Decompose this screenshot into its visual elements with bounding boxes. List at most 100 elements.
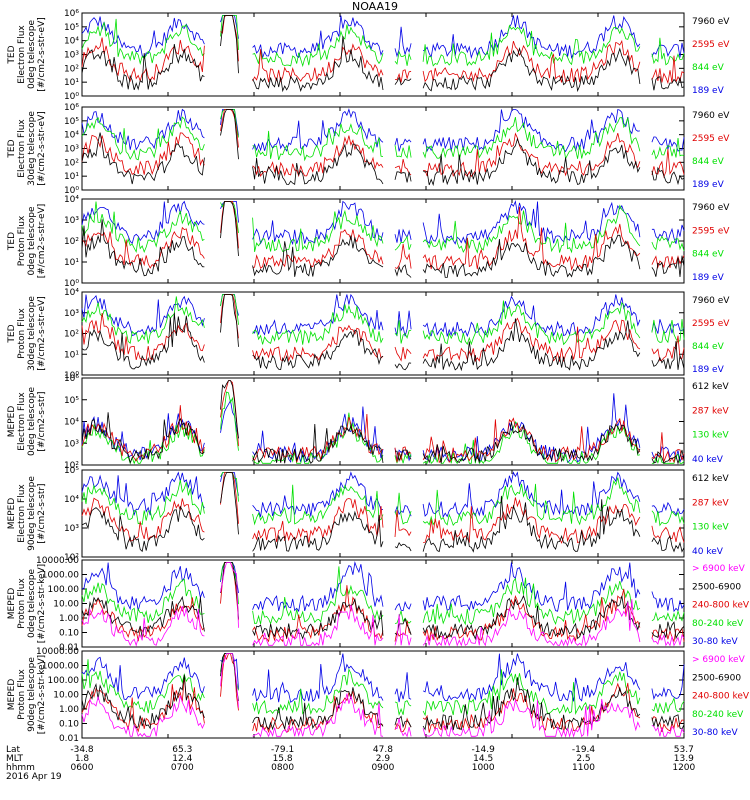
footer-value: -14.9: [472, 745, 496, 755]
y-tick-label: 10¹: [64, 78, 79, 88]
y-tick-label: 10⁴: [64, 37, 79, 47]
panel-frame: [81, 291, 685, 376]
y-axis-label: TED: [7, 324, 17, 343]
y-tick-label: 10⁰: [64, 371, 79, 381]
panel-7: 0.01 0.10 1.00 10.00 100.00 1000.00 10000.00 ME…: [7, 556, 750, 653]
y-axis-label: Electron Flux: [17, 25, 27, 84]
y-tick-label: 0.01: [59, 734, 79, 744]
y-axis-label: MEPED: [7, 406, 17, 438]
series-2-line: [81, 653, 685, 731]
panel-8: 0.01 0.10 1.00 10.00 100.00 1000.00 10000.00 ME…: [7, 647, 750, 744]
series-3-line: [81, 15, 685, 68]
footer-value: 2.5: [576, 754, 590, 764]
y-tick-label: 10000.00: [36, 647, 79, 657]
series-1-line: [81, 109, 685, 187]
y-axis-label: 0deg telescope: [27, 206, 37, 276]
series-3-line: [81, 294, 685, 346]
y-tick-label: 10⁶: [64, 103, 79, 113]
footer-value: 0900: [371, 763, 394, 773]
series-5-line: [81, 653, 685, 703]
y-tick-label: 10000.00: [36, 556, 79, 566]
legend-entry: 30-80 keV: [692, 728, 738, 738]
legend-entry: 189 eV: [692, 365, 725, 375]
legend-entry: 287 keV: [692, 406, 729, 416]
footer-value: 65.3: [172, 745, 192, 755]
y-axis-label: TED: [7, 139, 17, 158]
y-axis-label: 0deg telescope: [27, 20, 37, 90]
legend-entry: 2595 eV: [692, 134, 730, 144]
y-tick-label: 10¹: [64, 258, 79, 268]
y-tick-label: 10²: [64, 461, 79, 471]
legend-entry: 240-800 keV: [692, 601, 750, 611]
series-4-line: [81, 393, 685, 464]
series-3-line: [81, 472, 685, 527]
y-tick-label: 10⁴: [64, 131, 79, 141]
footer-value: -34.8: [70, 745, 94, 755]
legend-entry: 189 eV: [692, 273, 725, 283]
footer-value: -79.1: [271, 745, 294, 755]
legend-entry: 40 keV: [692, 547, 724, 557]
footer: Lat -34.8 65.3 -79.1 47.8 -14.9 -19.4 53.7 MLT 1.…: [6, 745, 696, 782]
y-axis-label: MEPED: [7, 679, 17, 711]
series-3-line: [81, 201, 685, 254]
footer-value: 0600: [71, 763, 94, 773]
y-tick-label: 1000.00: [42, 571, 79, 581]
panel-5: 10² 10³ 10⁴ 10⁵ 10⁶ MEPED Electron Flux 0deg te…: [7, 374, 729, 471]
y-tick-label: 100.00: [48, 585, 80, 595]
y-axis-label: [#/cm2-s-str-eV]: [37, 17, 47, 92]
panel-6: 10² 10³ 10⁴ 10⁵ MEPED Electron Flux 90deg tele…: [7, 466, 729, 563]
legend-entry: > 6900 keV: [692, 655, 746, 665]
y-axis-label: Electron Flux: [17, 119, 27, 178]
y-tick-label: 10⁰: [64, 186, 79, 196]
footer-value: 1000: [472, 763, 495, 773]
y-axis-label: 30deg telescope: [27, 111, 37, 186]
series-1-line: [81, 15, 685, 93]
legend-entry: 189 eV: [692, 180, 725, 190]
legend-entry: 844 eV: [692, 157, 725, 167]
legend-entry: 7960 eV: [692, 111, 730, 121]
legend-entry: 7960 eV: [692, 17, 730, 27]
y-tick-label: 10⁴: [64, 288, 79, 298]
legend-entry: 287 keV: [692, 498, 729, 508]
footer-value: 47.8: [373, 745, 393, 755]
y-tick-label: 10³: [64, 524, 79, 534]
footer-value: 1200: [672, 763, 695, 773]
legend-entry: 189 eV: [692, 86, 725, 96]
footer-value: 2.9: [376, 754, 391, 764]
y-axis-label: Proton Flux: [17, 669, 27, 720]
y-tick-label: 10³: [64, 439, 79, 449]
y-tick-label: 10²: [64, 64, 79, 74]
legend-entry: 7960 eV: [692, 296, 730, 306]
figure-title: NOAA19: [351, 0, 399, 13]
y-axis-label: Electron Flux: [17, 484, 27, 543]
y-axis-label: 0deg telescope: [27, 387, 37, 457]
y-tick-label: 10³: [64, 216, 79, 226]
y-tick-label: 10¹: [64, 172, 79, 182]
y-tick-label: 10¹: [64, 350, 79, 360]
y-tick-label: 10⁴: [64, 495, 79, 505]
legend-entry: 844 eV: [692, 250, 725, 260]
y-tick-label: 10²: [64, 158, 79, 168]
legend-entry: 80-240 keV: [692, 619, 744, 629]
series-1-line: [81, 653, 685, 738]
y-axis-label: [#/cm2-s-str-keV]: [37, 655, 47, 734]
panel-frame: [81, 469, 685, 558]
y-tick-label: 1.00: [59, 614, 79, 624]
y-axis-label: Proton Flux: [17, 215, 27, 266]
footer-value: 1100: [572, 763, 595, 773]
y-axis-label: [#/cm2-s-str-eV]: [37, 204, 47, 279]
y-axis-label: TED: [7, 232, 17, 251]
y-tick-label: 10⁴: [64, 418, 79, 428]
y-axis-label: 30deg telescope: [27, 296, 37, 371]
y-axis-label: [#/cm2-s-str-keV]: [37, 564, 47, 643]
footer-row-label: MLT: [6, 754, 24, 764]
footer-value: 12.4: [172, 754, 192, 764]
series-1-line: [81, 562, 685, 647]
y-tick-label: 0.10: [59, 720, 79, 730]
y-tick-label: 10³: [64, 51, 79, 61]
legend-entry: 2595 eV: [692, 319, 730, 329]
y-tick-label: 10³: [64, 145, 79, 155]
panel-2: 10⁰ 10¹ 10² 10³ 10⁴ 10⁵ 10⁶ TED Electron Flux 30d…: [7, 103, 730, 196]
footer-value: 13.9: [674, 754, 694, 764]
legend-entry: 844 eV: [692, 63, 725, 73]
